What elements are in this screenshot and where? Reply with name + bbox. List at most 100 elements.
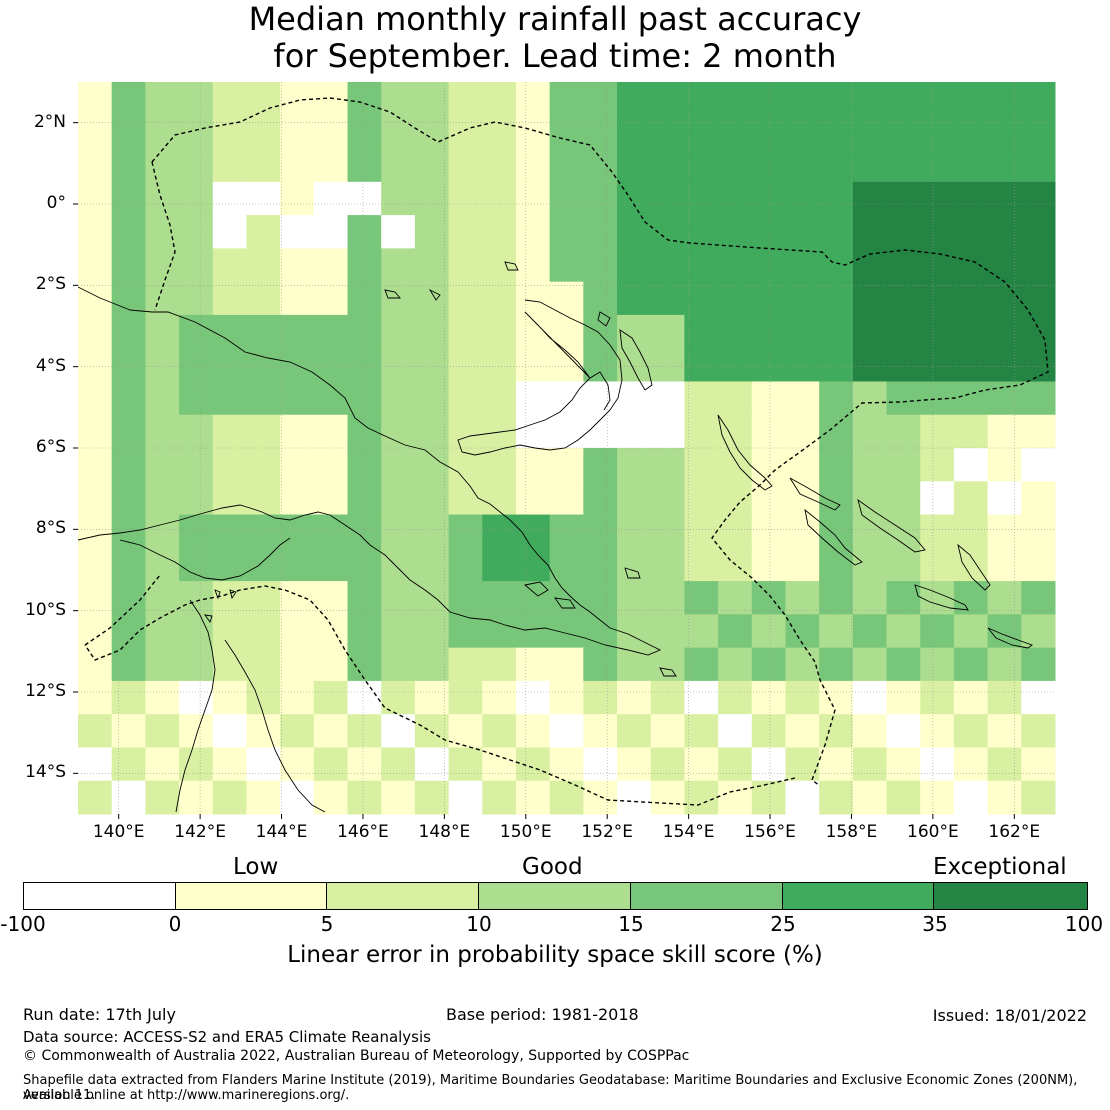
- grid-cell: [313, 514, 349, 549]
- grid-cell: [515, 115, 551, 150]
- grid-cell: [212, 348, 247, 382]
- grid-cell: [414, 348, 450, 382]
- grid-cell: [212, 314, 247, 349]
- grid-cell: [246, 248, 281, 283]
- colorbar-tick: 15: [618, 912, 644, 936]
- grid-cell: [819, 747, 854, 782]
- grid-cell: [852, 215, 888, 249]
- grid-cell: [549, 614, 584, 649]
- grid-cell: [819, 481, 854, 516]
- grid-cell: [78, 581, 113, 615]
- grid-cell: [920, 481, 955, 516]
- grid-cell: [212, 680, 247, 715]
- grid-cell: [583, 115, 618, 150]
- grid-cell: [448, 481, 483, 516]
- grid-cell: [313, 215, 349, 249]
- grid-cell: [785, 481, 820, 516]
- grid-cell: [179, 714, 214, 748]
- grid-cell: [246, 115, 281, 150]
- grid-cell: [246, 614, 281, 649]
- grid-cell: [280, 614, 315, 649]
- grid-cell: [987, 514, 1022, 549]
- grid-cell: [953, 780, 989, 815]
- grid-cell: [414, 714, 450, 748]
- grid-cell: [718, 481, 753, 516]
- grid-cell: [313, 115, 349, 150]
- grid-cell: [920, 714, 955, 748]
- grid-cell: [549, 82, 584, 116]
- grid-cell: [987, 381, 1022, 416]
- grid-cell: [1021, 215, 1056, 249]
- grid-cell: [785, 148, 820, 183]
- copyright: © Commonwealth of Australia 2022, Austra…: [23, 1048, 690, 1064]
- grid-cell: [313, 148, 349, 183]
- y-tick-label: 14°S: [25, 762, 66, 783]
- grid-cell: [785, 514, 820, 549]
- grid-cell: [448, 747, 483, 782]
- grid-cell: [212, 647, 247, 682]
- colorbar-tick: 100: [1064, 912, 1104, 936]
- grid-cell: [280, 747, 315, 782]
- grid-cell: [347, 215, 382, 249]
- grid-cell: [381, 647, 416, 682]
- grid-cell: [212, 115, 247, 150]
- grid-cell: [583, 481, 618, 516]
- grid-cell: [482, 82, 517, 116]
- grid-cell: [145, 348, 180, 382]
- grid-cell: [111, 115, 146, 150]
- grid-cell: [448, 714, 483, 748]
- grid-cell: [246, 181, 281, 216]
- grid-cell: [987, 181, 1022, 216]
- grid-cell: [785, 414, 820, 449]
- grid-cell: [179, 82, 214, 116]
- grid-cell: [482, 314, 517, 349]
- grid-cell: [347, 747, 382, 782]
- grid-cell: [617, 680, 652, 715]
- grid-cell: [886, 281, 921, 316]
- grid-cell: [448, 448, 483, 482]
- grid-cell: [549, 780, 584, 815]
- colorbar-category-low: Low: [233, 854, 279, 880]
- grid-cell: [347, 115, 382, 150]
- map-title-line-1: Median monthly rainfall past accuracy: [248, 0, 862, 38]
- grid-cell: [617, 115, 652, 150]
- grid-cell: [886, 82, 921, 116]
- grid-cell: [280, 680, 315, 715]
- grid-cell: [145, 680, 180, 715]
- grid-cell: [381, 614, 416, 649]
- grid-cell: [212, 248, 247, 283]
- coastline-solomon-newgeorgia: [804, 508, 863, 566]
- grid-cell: [347, 148, 382, 183]
- grid-cell: [482, 248, 517, 283]
- grid-cell: [785, 448, 820, 482]
- grid-cell: [650, 215, 685, 249]
- grid-cell: [145, 581, 180, 615]
- grid-cell: [953, 647, 989, 682]
- grid-cell: [78, 514, 113, 549]
- grid-cell: [111, 248, 146, 283]
- x-tick-label: 160°E: [907, 822, 959, 842]
- grid-cell: [280, 514, 315, 549]
- grid-cell: [785, 115, 820, 150]
- grid-cell: [751, 780, 786, 815]
- colorbar-swatch: [782, 883, 935, 909]
- grid-cell: [145, 248, 180, 283]
- grid-cell: [886, 148, 921, 183]
- grid-cell: [1021, 414, 1056, 449]
- colorbar-swatch: [479, 883, 631, 909]
- grid-cell: [751, 714, 786, 748]
- grid-cell: [684, 115, 719, 150]
- grid-cell: [347, 680, 382, 715]
- grid-cell: [987, 614, 1022, 649]
- grid-cell: [448, 647, 483, 682]
- grid-cell: [920, 248, 955, 283]
- grid-cell: [448, 82, 483, 116]
- grid-cell: [448, 414, 483, 449]
- grid-cell: [347, 780, 382, 815]
- grid-cell: [987, 448, 1022, 482]
- grid-cell: [819, 215, 854, 249]
- grid-cell: [583, 281, 618, 316]
- grid-cell: [617, 414, 652, 449]
- grid-cell: [819, 115, 854, 150]
- grid-cell: [920, 148, 955, 183]
